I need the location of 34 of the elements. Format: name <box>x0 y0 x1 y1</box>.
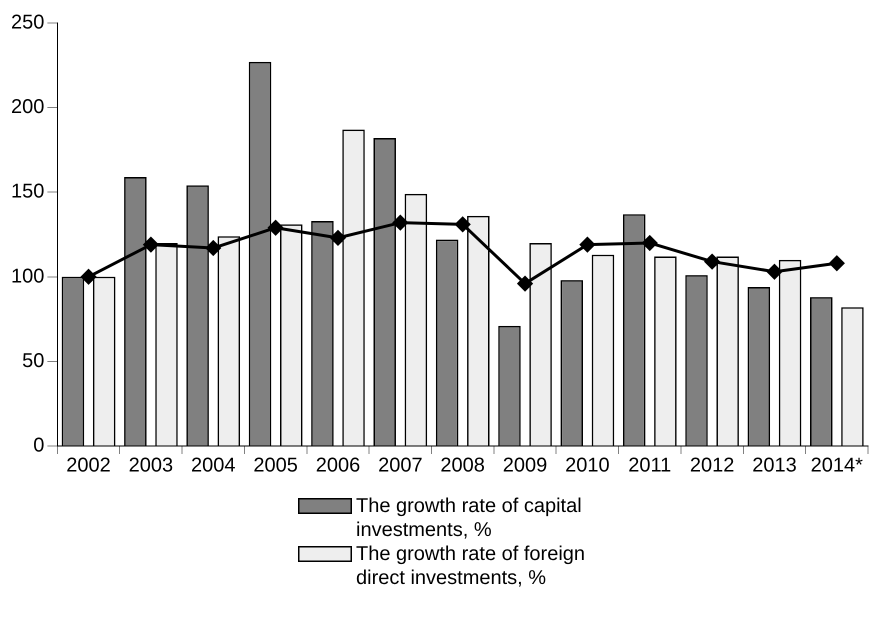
point <box>206 240 221 256</box>
y-tick-label: 100 <box>10 265 44 288</box>
legend-label: The growth rate of capital investments, % <box>356 494 583 542</box>
point <box>518 276 533 292</box>
y-tick-label: 250 <box>10 12 44 34</box>
y-tick-label: 0 <box>33 434 44 457</box>
y-tick-label: 200 <box>10 96 44 118</box>
point <box>143 237 158 252</box>
x-tick-label: 2011 <box>628 454 672 477</box>
legend-label: The growth rate of foreign direct investments, % <box>356 542 586 590</box>
x-tick-label: 2003 <box>128 454 174 477</box>
point <box>642 235 658 250</box>
y-tick-label: 150 <box>10 180 44 203</box>
point <box>392 215 408 230</box>
x-tick-label: 2006 <box>316 454 360 477</box>
x-tick-label: 2013 <box>752 454 797 477</box>
point <box>704 254 720 270</box>
x-tick-label: 2002 <box>66 454 111 477</box>
x-tick-label: 2009 <box>502 454 548 477</box>
point <box>829 256 844 271</box>
x-tick-label: 2008 <box>440 454 485 477</box>
x-tick-label: 2012 <box>690 454 734 477</box>
y-tick-label: 50 <box>22 350 44 372</box>
point <box>81 269 96 284</box>
point <box>330 230 346 246</box>
point <box>580 237 595 252</box>
x-tick-label: 2014* <box>810 454 864 477</box>
x-tick-label: 2007 <box>378 454 423 477</box>
point <box>766 264 782 280</box>
point <box>455 216 470 232</box>
point <box>268 220 284 236</box>
x-tick-label: 2005 <box>253 454 298 477</box>
x-tick-label: 2010 <box>565 454 610 477</box>
x-tick-label: 2004 <box>191 454 236 477</box>
